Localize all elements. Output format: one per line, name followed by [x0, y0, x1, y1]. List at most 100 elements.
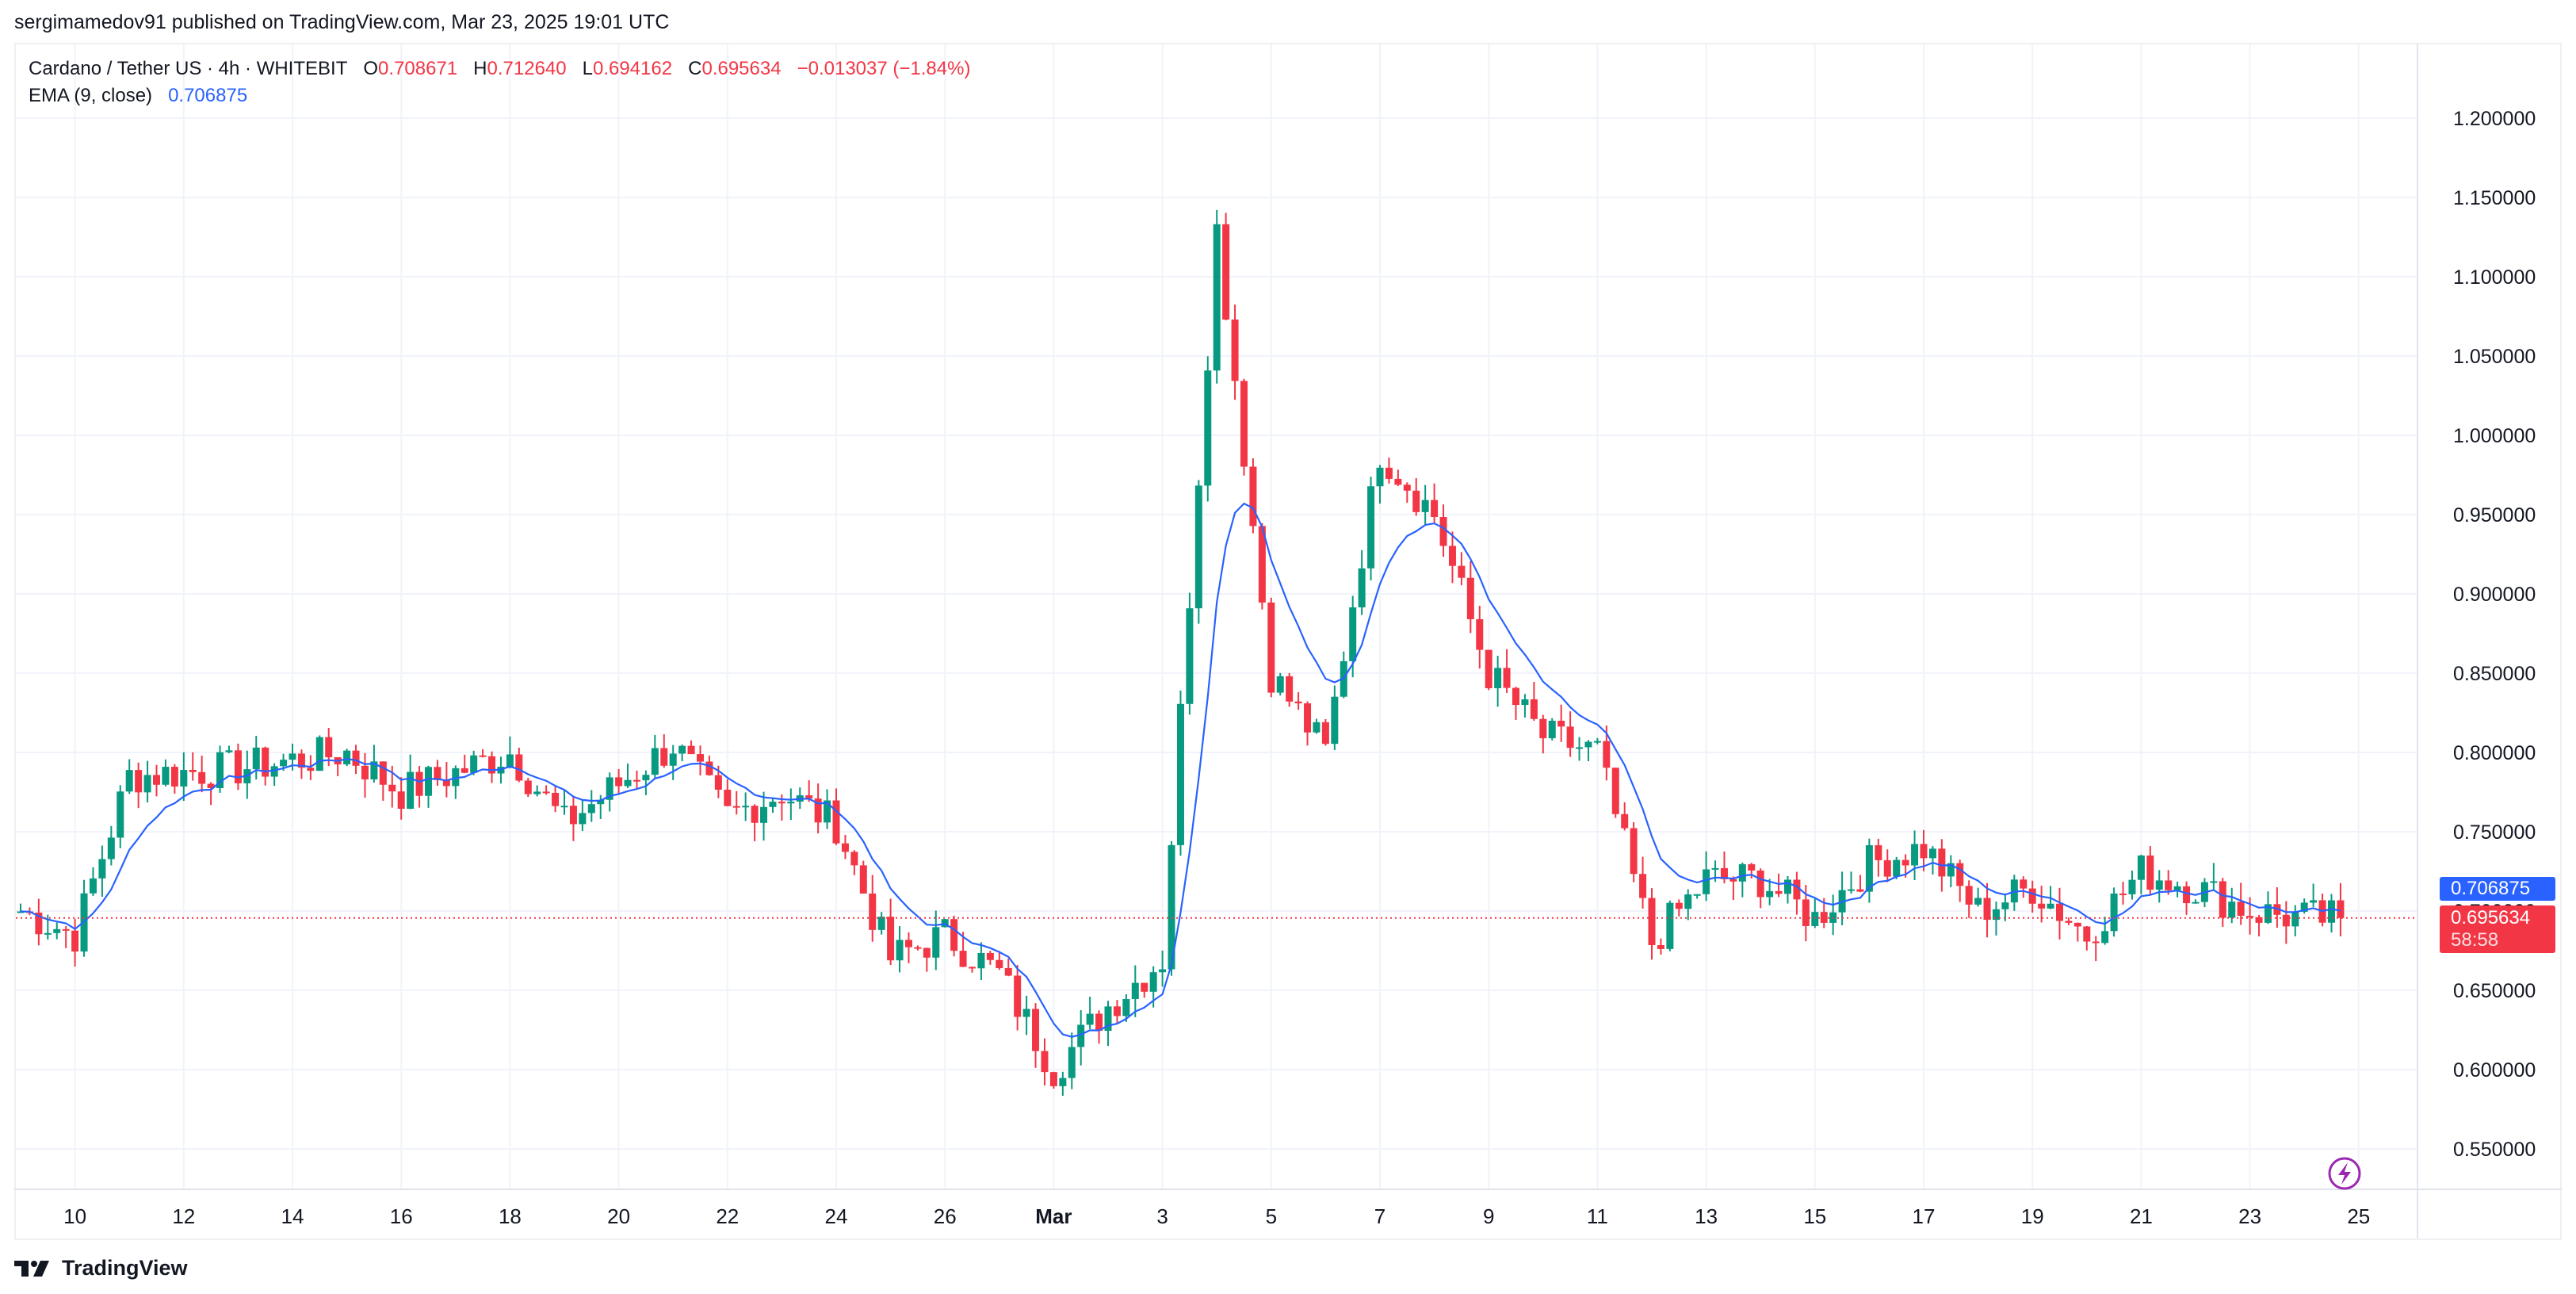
candle-body [2028, 888, 2036, 904]
candle-body [2155, 880, 2163, 890]
candle-body [1693, 894, 1701, 896]
candle-body [869, 893, 877, 930]
candle-body [307, 768, 315, 771]
candle-body [787, 801, 795, 804]
candle-body [732, 806, 740, 808]
candle-body [633, 779, 640, 782]
candle-body [1956, 863, 1964, 886]
chart-frame[interactable] [14, 43, 2562, 1240]
candle-body [35, 912, 43, 935]
candle-body [2255, 917, 2263, 923]
candle-body [1213, 224, 1221, 371]
ema-label[interactable]: EMA (9, close) [29, 85, 153, 106]
candle-body [1784, 879, 1791, 894]
candle-body [1458, 565, 1466, 578]
candle-body [1893, 859, 1901, 877]
candle-body [397, 791, 405, 810]
candle-body [1403, 484, 1411, 491]
candle-body [488, 756, 496, 774]
candle-body [252, 747, 260, 770]
candle-body [824, 800, 831, 823]
open-value: 0.708671 [378, 58, 458, 79]
candle-body [904, 940, 912, 948]
candle-body [1294, 701, 1302, 704]
x-tick-label: 12 [172, 1204, 195, 1228]
ema-line [20, 502, 2341, 1038]
candle-body [2282, 914, 2290, 927]
candle-body [2128, 879, 2136, 894]
x-tick-label: 21 [2130, 1204, 2153, 1228]
candle-body [1059, 1078, 1067, 1086]
y-tick-label: 1.000000 [2453, 425, 2536, 447]
candle-body [506, 754, 514, 767]
x-tick-label: 24 [825, 1204, 848, 1228]
candle-body [932, 927, 940, 958]
candle-body [189, 769, 197, 772]
candle-body [1349, 607, 1357, 661]
candle-body [778, 802, 785, 804]
candle-body [1648, 898, 1656, 945]
y-tick-label: 1.200000 [2453, 108, 2536, 130]
candle-body [1231, 320, 1239, 381]
candle-body [461, 768, 468, 773]
candle-body [1557, 720, 1565, 727]
x-tick-label: 20 [607, 1204, 630, 1228]
candle-body [379, 761, 387, 785]
candle-body [624, 779, 632, 787]
candle-body [850, 852, 858, 866]
candle-body [135, 770, 143, 793]
candle-body [1684, 894, 1692, 909]
candle-body [1793, 879, 1801, 900]
tradingview-brand[interactable]: TradingView [14, 1256, 188, 1281]
y-tick-label: 0.950000 [2453, 504, 2536, 526]
candle-body [225, 750, 233, 752]
candle-body [1503, 668, 1511, 688]
candle-body [434, 767, 441, 780]
x-tick-label: 22 [716, 1204, 739, 1228]
candle-body [2092, 941, 2100, 944]
x-tick-label: 19 [2021, 1204, 2044, 1228]
candle-body [1775, 890, 1783, 894]
candle-body [1494, 668, 1502, 688]
candle-body [162, 767, 170, 785]
candle-body [1811, 912, 1819, 926]
x-tick-label: 5 [1266, 1204, 1277, 1228]
candle-body [751, 806, 759, 823]
candle-body [1729, 879, 1737, 882]
candle-body [198, 771, 206, 784]
candle-body [2328, 900, 2335, 923]
candle-body [325, 737, 333, 758]
low-value: 0.694162 [593, 58, 673, 79]
candle-body [1748, 863, 1756, 871]
candle-body [1983, 898, 1991, 921]
candle-body [1376, 467, 1384, 487]
candle-body [117, 791, 124, 838]
high-label: H [473, 58, 487, 79]
candle-body [724, 789, 732, 806]
candle-body [1738, 863, 1746, 882]
candle-body [714, 775, 722, 790]
candle-body [71, 930, 79, 952]
candle-body [1657, 944, 1664, 949]
candle-body [1848, 889, 1856, 891]
symbol-label[interactable]: Cardano / Tether US · 4h · WHITEBIT [29, 58, 348, 79]
candle-body [2038, 903, 2046, 909]
candle-body [969, 967, 976, 969]
x-tick-label: 18 [499, 1204, 522, 1228]
candle-body [1512, 687, 1519, 706]
y-tick-label: 0.850000 [2453, 663, 2536, 685]
candle-body [1711, 867, 1719, 870]
last-price-tag: 0.695634 58:58 [2440, 905, 2555, 953]
candle-body [1802, 899, 1810, 926]
candle-body [1267, 602, 1275, 693]
candle-body [1004, 967, 1012, 976]
ema-legend-row: EMA (9, close) 0.706875 [29, 82, 970, 109]
last-price-value: 0.695634 [2451, 907, 2531, 928]
candle-body [1421, 500, 1429, 512]
candle-body [442, 779, 450, 787]
candle-body [1621, 814, 1629, 829]
candle-body [615, 777, 623, 787]
candle-body [1448, 546, 1456, 566]
candle-body [1304, 703, 1312, 733]
